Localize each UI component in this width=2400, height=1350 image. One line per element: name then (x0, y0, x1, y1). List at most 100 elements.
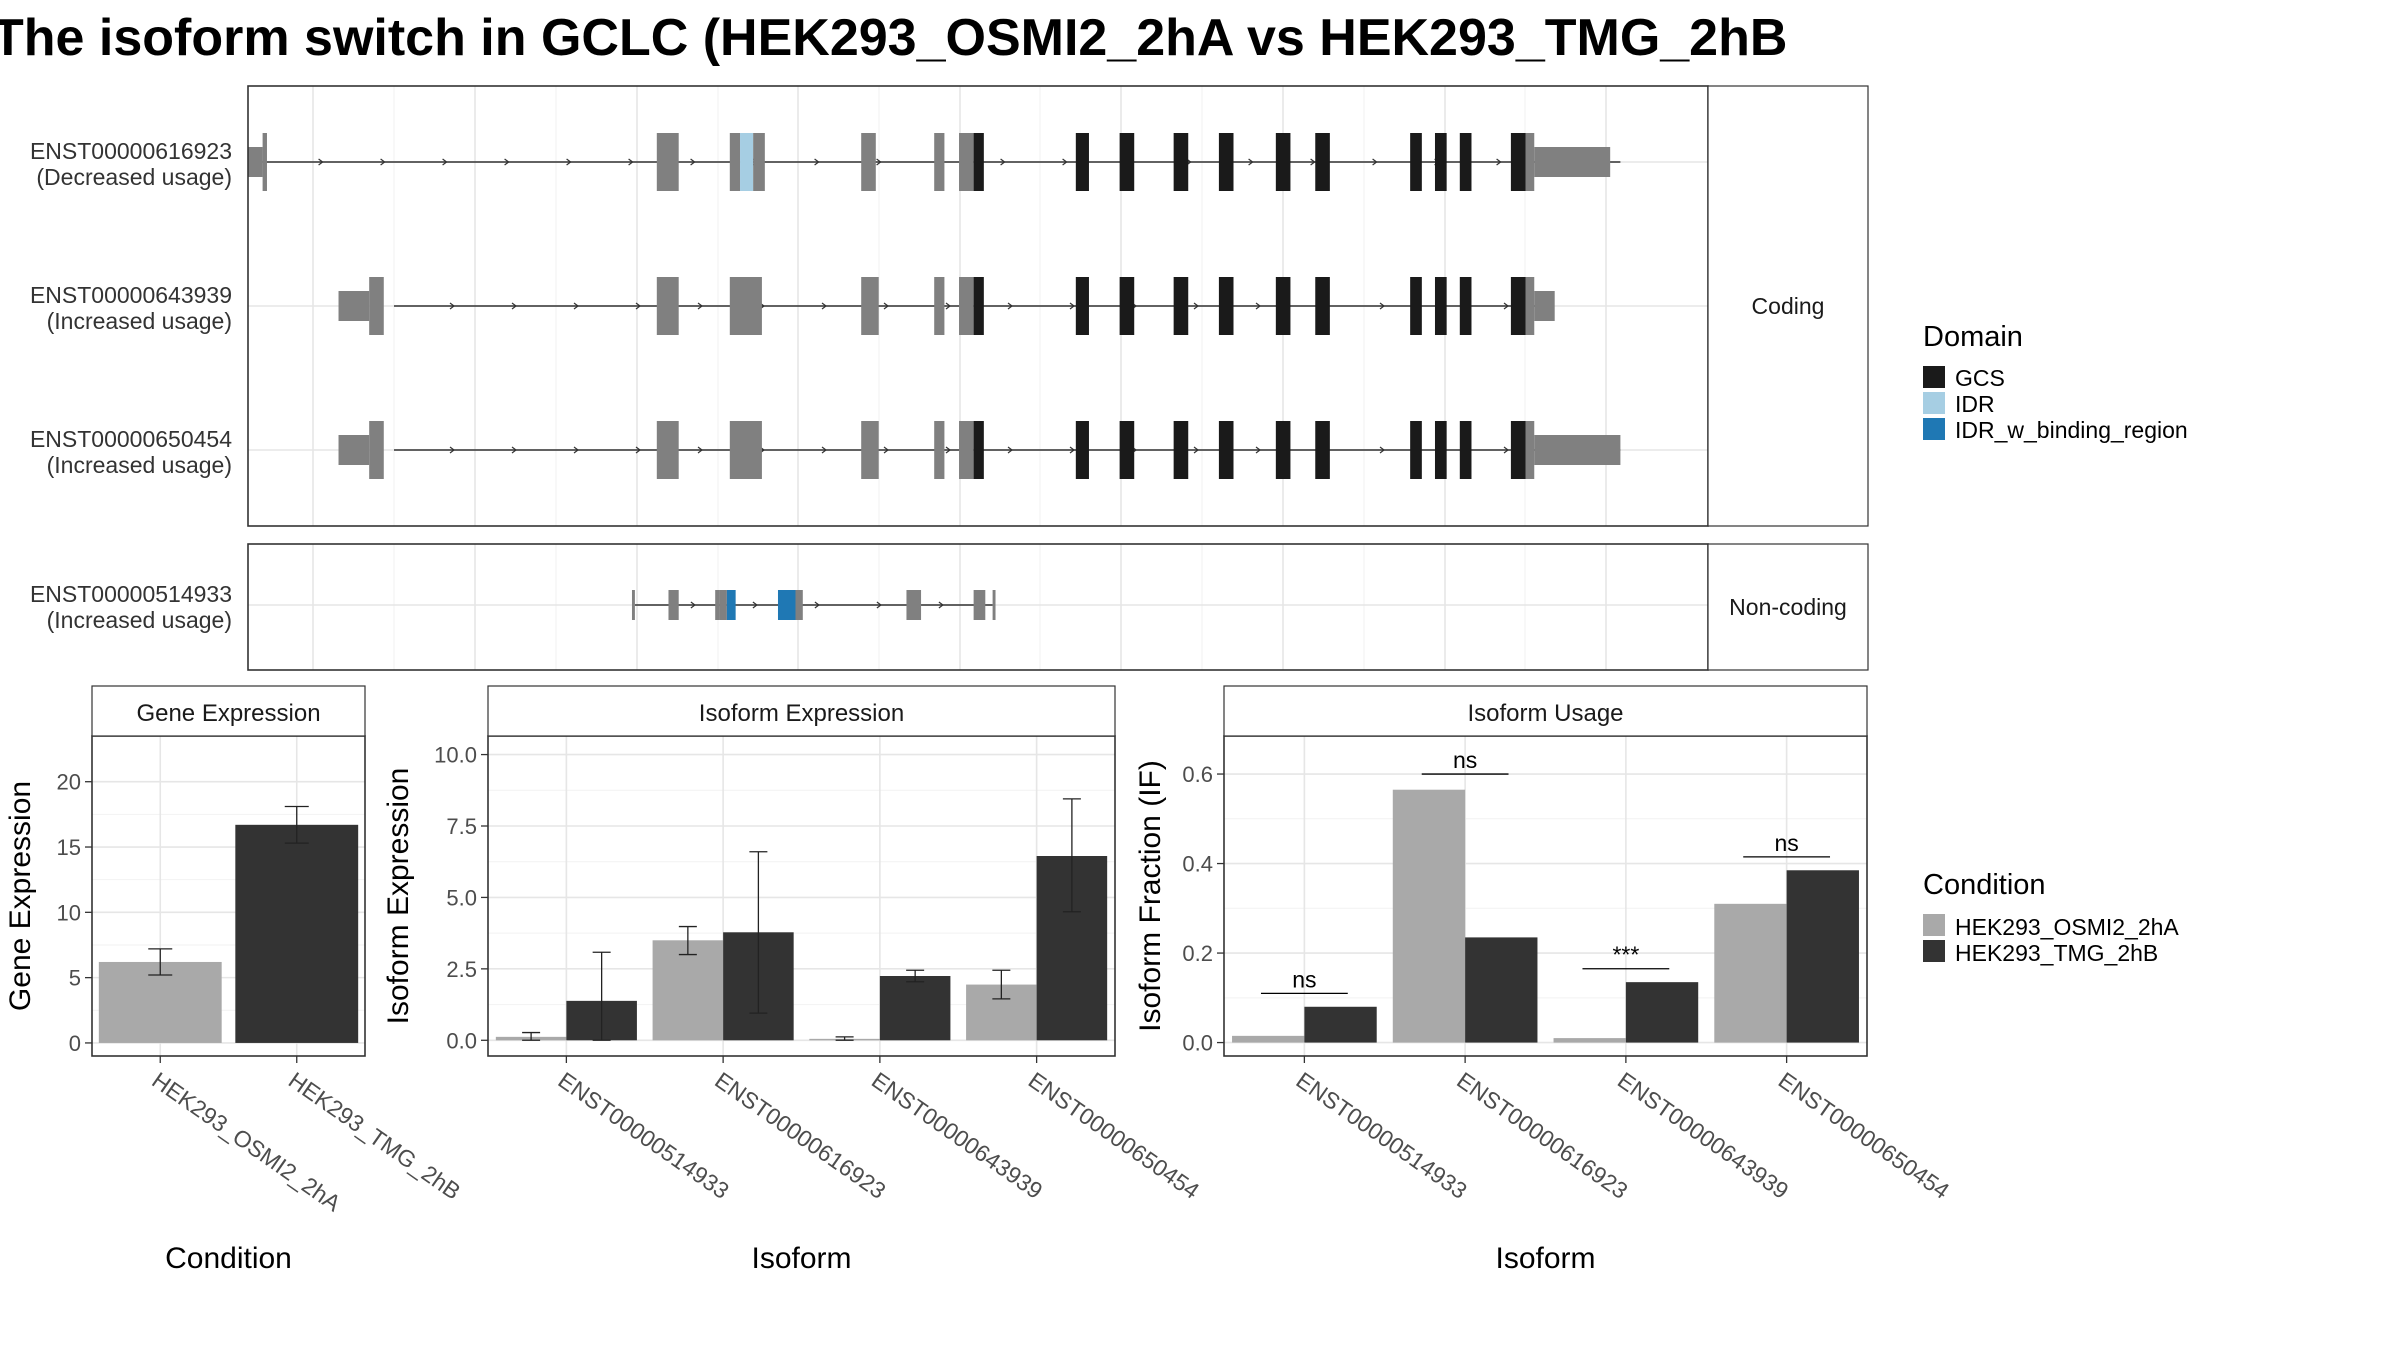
exon-cds (861, 421, 879, 479)
bar-enst00000616923-hek293-osmi2-2ha (1392, 789, 1466, 1043)
facet-strip (1707, 543, 1869, 671)
exon-cds (959, 277, 974, 335)
exon-domain-gcs (1459, 421, 1472, 479)
chart-strip (1223, 685, 1868, 737)
y-axis-title: Isoform Expression (382, 768, 415, 1025)
legend-swatch-idr-binding (1923, 418, 1945, 440)
exon-utr (668, 590, 679, 620)
facet-non-coding: ENST00000514933(Increased usage) Non-codi… (30, 543, 1869, 671)
exon-cds (656, 421, 679, 479)
exon-domain-gcs (1119, 133, 1135, 191)
significance-label: *** (1612, 942, 1639, 968)
exon-domain-gcs (1275, 277, 1291, 335)
bar-enst00000514933-hek293-osmi2-2ha (1232, 1035, 1305, 1043)
exon-domain-gcs (1218, 133, 1234, 191)
transcript-label: ENST00000650454 (30, 426, 232, 452)
exon-cds (959, 133, 974, 191)
y-axis-title: Isoform Fraction (IF) (1134, 760, 1167, 1032)
exon-domain-gcs (1218, 421, 1234, 479)
exon-utr (1534, 147, 1611, 177)
exon-cds (369, 277, 384, 335)
bar-enst00000643939-hek293-tmg-2hb (879, 976, 951, 1041)
intron-arrow (938, 601, 944, 609)
intron-arrow (573, 446, 579, 454)
intron-arrow (945, 302, 951, 310)
y-axis-title: Gene Expression (4, 781, 37, 1011)
exon-domain-idr-w-binding-region (726, 590, 736, 620)
exon-utr (992, 590, 996, 620)
intron-arrow (573, 302, 579, 310)
y-tick-label: 5.0 (446, 885, 477, 910)
exon-domain-gcs (1173, 421, 1189, 479)
exon-utr (1534, 291, 1555, 321)
legend-swatch-osmi2 (1923, 914, 1945, 936)
intron-arrow (876, 601, 882, 609)
exon-cds (753, 133, 765, 191)
intron-arrow (821, 446, 827, 454)
chart-strip (487, 685, 1116, 737)
intron-arrow (1310, 158, 1316, 166)
chart-title: Isoform Usage (1467, 700, 1623, 727)
intron-arrow (814, 158, 820, 166)
exon-utr (906, 590, 922, 620)
intron-arrow (690, 158, 696, 166)
exon-cds (861, 277, 879, 335)
exon-cds (959, 421, 974, 479)
exon-domain-gcs (1459, 133, 1472, 191)
y-tick-label: 15 (57, 835, 81, 860)
exon-cds (729, 421, 762, 479)
figure-title: The isoform switch in GCLC (HEK293_OSMI2… (0, 9, 1787, 67)
condition-legend-title: Condition (1923, 869, 2046, 901)
exon-domain-gcs (1119, 277, 1135, 335)
intron-arrow (635, 446, 641, 454)
bar-enst00000616923-hek293-tmg-2hb (1465, 937, 1538, 1043)
exon-domain-gcs (1315, 277, 1330, 335)
transcript-ENST00000650454: ENST00000650454(Increased usage) (30, 421, 1708, 479)
exon-domain-gcs (1510, 277, 1526, 335)
y-tick-label: 7.5 (446, 814, 477, 839)
exon-domain-gcs (1510, 133, 1526, 191)
intron-arrow (442, 158, 448, 166)
significance-label: ns (1292, 966, 1316, 992)
intron-arrow (876, 158, 882, 166)
facet-strip-label: Non-coding (1729, 594, 1847, 620)
intron-arrow (1007, 302, 1013, 310)
transcript-label: ENST00000514933 (30, 581, 232, 607)
y-tick-label: 10.0 (434, 743, 477, 768)
intron-arrow (504, 158, 510, 166)
intron-arrow (1069, 302, 1075, 310)
facet-strip-label: Coding (1752, 293, 1825, 319)
x-axis-title: Condition (165, 1242, 292, 1275)
exon-utr (631, 590, 635, 620)
exon-cds (369, 421, 384, 479)
exon-domain-gcs (1173, 277, 1189, 335)
intron-arrow (690, 601, 696, 609)
legend-label-gcs: GCS (1955, 365, 2005, 391)
intron-arrow (814, 601, 820, 609)
intron-arrow (1372, 158, 1378, 166)
transcript-ENST00000514933: ENST00000514933(Increased usage) (30, 581, 1708, 633)
intron-arrow (449, 446, 455, 454)
bar-enst00000514933-hek293-tmg-2hb (1304, 1006, 1377, 1043)
x-axis-title: Isoform (1495, 1242, 1595, 1275)
exon-utr (719, 590, 727, 620)
facet-coding: ENST00000616923(Decreased usage)ENST0000… (30, 85, 1869, 527)
intron-arrow (449, 302, 455, 310)
transcript-usage-label: (Decreased usage) (36, 164, 232, 190)
y-tick-label: 0.2 (1182, 941, 1213, 966)
domain-legend-title: Domain (1923, 321, 2023, 353)
intron-arrow (1255, 302, 1261, 310)
exon-domain-gcs (1218, 277, 1234, 335)
exon-domain-gcs (1173, 133, 1189, 191)
legend-label-idr: IDR (1955, 391, 1995, 417)
legend-swatch-gcs (1923, 366, 1945, 388)
intron-arrow (1007, 446, 1013, 454)
y-tick-label: 0 (69, 1031, 81, 1056)
bar-enst00000616923-hek293-osmi2-2ha (652, 940, 724, 1041)
exon-domain-idr (740, 133, 754, 191)
intron-arrow (1379, 446, 1385, 454)
intron-arrow (1248, 158, 1254, 166)
intron-arrow (1062, 158, 1068, 166)
bar-hek293-tmg-2hb (235, 824, 359, 1043)
